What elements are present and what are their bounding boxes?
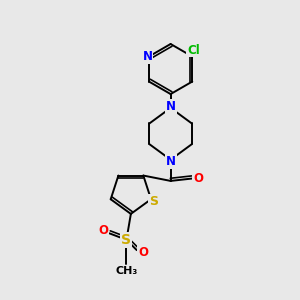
Text: S: S <box>149 195 158 208</box>
Text: O: O <box>193 172 203 185</box>
Text: O: O <box>138 246 148 259</box>
Text: N: N <box>142 50 152 63</box>
Text: N: N <box>166 100 176 113</box>
Text: O: O <box>98 224 108 238</box>
Text: S: S <box>122 233 131 247</box>
Text: CH₃: CH₃ <box>115 266 138 276</box>
Text: N: N <box>166 155 176 168</box>
Text: Cl: Cl <box>188 44 200 56</box>
